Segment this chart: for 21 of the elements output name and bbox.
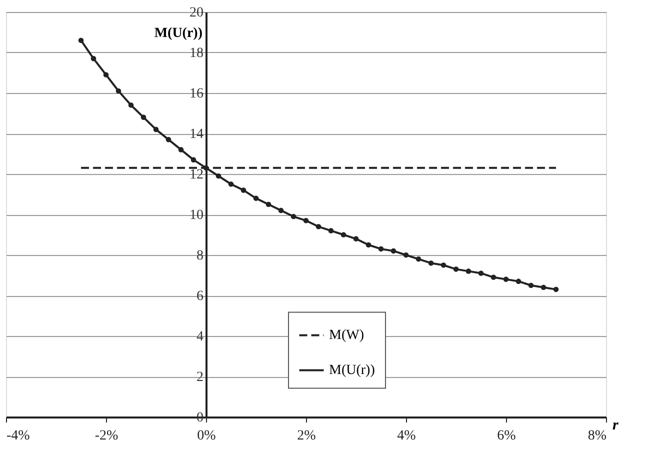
x-tick-label: 6% [497,428,516,444]
y-tick-label: 10 [190,208,204,223]
legend-label: M(U(r)) [329,363,376,378]
y-tick-label: 16 [190,86,204,102]
y-tick-label: 2 [196,370,204,385]
x-axis-title: r [612,418,618,434]
y-axis-title: M(U(r)) [154,26,203,41]
x-tick-label: -4% [6,428,30,444]
y-tick-label: 18 [190,46,204,61]
x-tick-label: -2% [94,428,118,444]
y-tick-label: 14 [190,127,204,142]
y-tick-label: 4 [196,330,204,344]
x-tick-label: 4% [397,428,416,444]
y-tick-label: 6 [196,289,204,304]
y-tick-label: 20 [190,6,204,20]
x-tick-label: 0% [197,428,216,444]
y-tick-label: 8 [196,248,204,264]
legend-label: M(W) [329,328,364,344]
x-tick-label: 2% [297,428,316,444]
y-tick-label: 12 [190,168,204,182]
x-tick-label: 8% [588,428,607,444]
